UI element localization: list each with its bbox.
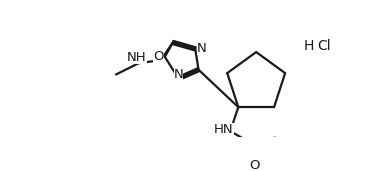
Text: H: H: [304, 40, 314, 54]
Text: NH: NH: [127, 51, 147, 64]
Text: O: O: [153, 50, 164, 63]
Text: N: N: [197, 42, 207, 55]
Text: Cl: Cl: [318, 40, 331, 54]
Text: N: N: [174, 68, 183, 81]
Text: HN: HN: [214, 123, 234, 136]
Text: O: O: [249, 159, 259, 171]
